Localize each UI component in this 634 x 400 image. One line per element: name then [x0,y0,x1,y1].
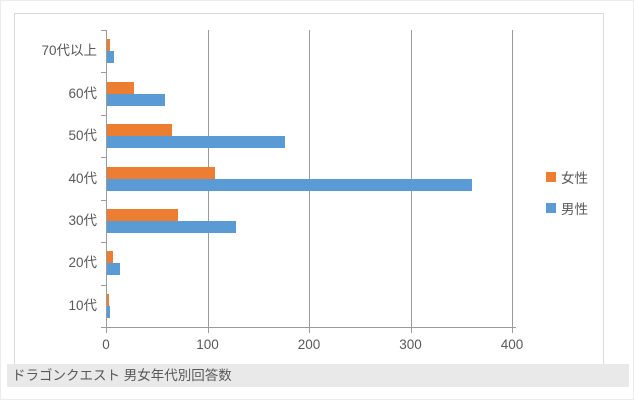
y-tick [101,157,106,159]
bar [107,39,111,52]
y-tick [101,30,106,31]
legend-swatch [546,172,556,182]
bar [107,305,111,318]
x-tick-label: 300 [399,337,422,352]
bar [107,166,215,179]
y-axis-line [106,30,107,327]
y-tick [101,242,106,244]
x-tick [410,327,412,333]
chart-caption-text: ドラゴンクエスト 男女年代別回答数 [12,368,232,383]
gridline [512,30,513,327]
category-label: 20代 [68,255,97,271]
legend-item: 男性 [546,198,588,218]
x-tick [512,327,513,333]
x-tick [106,327,107,333]
x-tick-label: 0 [102,337,110,352]
legend-item: 女性 [546,167,588,187]
bar [107,124,172,137]
legend-label: 男性 [561,202,588,217]
category-label: 30代 [68,212,97,228]
legend-label: 女性 [561,171,588,186]
x-tick-label: 100 [196,337,219,352]
x-tick-label: 400 [500,337,524,352]
y-tick [101,114,106,116]
bar [107,263,121,276]
bar [107,93,165,106]
bar [107,208,179,221]
bar [107,178,473,191]
bar [107,293,110,306]
bar [107,251,114,264]
y-tick [101,284,106,286]
chart-frame: 0 100 200 300 400 70代以上 60代 50代 40代 30代 20代 10代 女性男… [14,13,604,364]
bar [107,51,115,64]
category-label: 10代 [68,297,97,313]
x-axis-line [106,327,516,328]
x-tick [309,327,310,333]
legend: 女性 男性 [546,167,588,229]
bar [107,220,236,233]
plot-area: 0 100 200 300 400 70代以上 60代 50代 40代 30代 20代 10代 [15,14,603,364]
category-label: 70代以上 [41,43,97,59]
bar [107,81,135,94]
y-tick [101,327,106,328]
bar [107,136,285,149]
category-label: 60代 [68,85,97,101]
category-label: 40代 [68,170,97,186]
legend-swatch [546,203,556,213]
y-tick [101,72,106,74]
x-tick-label: 200 [297,337,321,352]
y-tick [101,199,106,201]
chart-caption: ドラゴンクエスト 男女年代別回答数 [7,364,629,387]
x-tick [207,327,209,333]
category-label: 50代 [68,128,97,144]
